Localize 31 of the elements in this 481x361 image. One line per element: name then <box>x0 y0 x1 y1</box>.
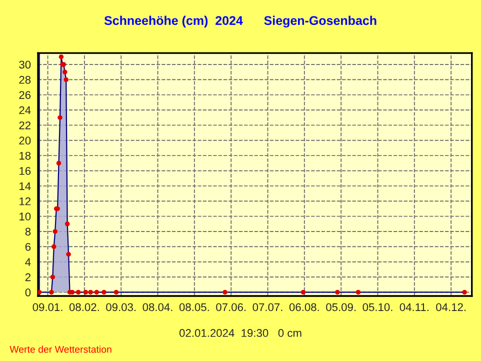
y-tick-label: 6 <box>25 242 31 251</box>
y-tick-label: 18 <box>20 152 31 160</box>
y-tick-label: 4 <box>25 258 31 266</box>
x-tick-label: 04.12. <box>436 303 466 312</box>
y-tick-label: 10 <box>20 212 31 220</box>
x-tick-label: 09.01. <box>32 303 62 312</box>
y-tick-label: 2 <box>25 273 30 282</box>
x-tick-label: 06.08. <box>289 303 319 312</box>
x-tick-label: 05.09. <box>326 303 356 312</box>
x-tick-label: 09.03. <box>106 303 136 312</box>
y-tick-label: 30 <box>19 60 31 69</box>
y-tick-label: 28 <box>19 76 31 84</box>
y-tick-label: 22 <box>19 121 30 130</box>
y-tick-label: 12 <box>20 197 30 206</box>
x-tick-label: 05.10. <box>362 303 392 312</box>
x-tick-label: 04.11. <box>400 303 428 312</box>
x-tick-label: 08.02. <box>69 303 99 312</box>
y-tick-label: 26 <box>19 91 31 99</box>
y-tick-label: 8 <box>25 228 31 236</box>
x-tick-label: 07.07. <box>252 303 282 312</box>
x-tick-label: 08.04. <box>142 303 172 312</box>
chart-title: Schneehöhe (cm) 2024 Siegen-Gosenbach <box>104 16 376 28</box>
y-tick-label: 0 <box>25 288 31 296</box>
y-tick-label: 16 <box>20 167 31 175</box>
text: 02.01.2024 19:30 0 cm <box>179 329 302 337</box>
x-tick-label: 08.05. <box>179 303 209 312</box>
y-tick-label: 20 <box>19 136 31 145</box>
text: Werte der Wetterstation <box>10 346 112 353</box>
x-tick-label: 07.06. <box>216 303 246 312</box>
y-tick-label: 24 <box>19 106 31 114</box>
y-tick-label: 14 <box>20 182 31 190</box>
